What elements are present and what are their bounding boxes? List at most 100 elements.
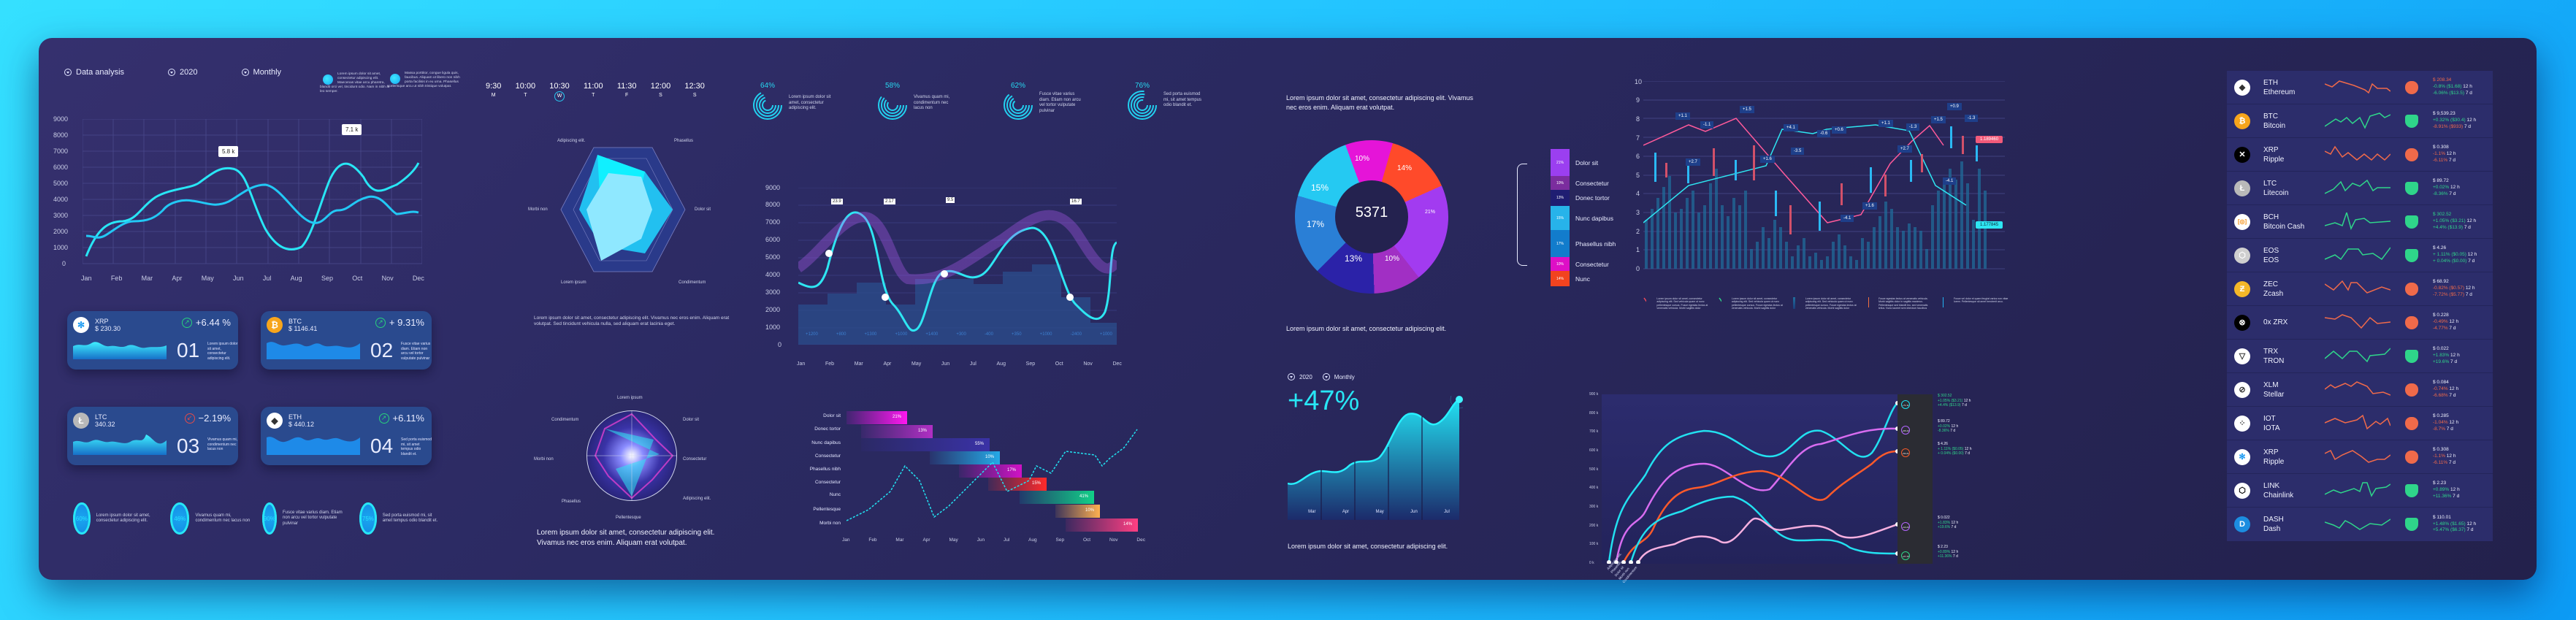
- series-dot-icon: [390, 74, 400, 84]
- annotation-badge: +1.1: [1879, 120, 1893, 127]
- zcash-icon: Ƶ: [2234, 280, 2250, 297]
- line-chart-plot: [83, 119, 422, 264]
- dash-icon: D: [2234, 516, 2250, 532]
- bump-endpoint: +65.43 $ 89.72 +0.02% 12 h -8.36% 7 d: [1901, 419, 1959, 435]
- bear-icon: [2405, 80, 2418, 94]
- coin-row-xrp-2[interactable]: ✻ XRP Ripple $ 0.308 -1.1% 12 h -6.11% 7 d: [2227, 440, 2493, 474]
- wave-deltas: +1200 +800 +1300 +1000 +1400 +300 -400 +350 +100…: [806, 332, 1112, 337]
- time-slot[interactable]: 9:30 M: [486, 82, 502, 98]
- filter-period[interactable]: Monthly: [1322, 373, 1355, 380]
- coin-row-bch[interactable]: [◎] BCH Bitcoin Cash $ 302.52 +1.05% ($3.21)…: [2227, 205, 2493, 239]
- callout-peak-1: 5.8 k: [218, 146, 239, 157]
- bump-chart: 900 k 800 k 700 k 600 k 500 k 400 k 300 …: [1543, 352, 2215, 583]
- x-axis: Jan Feb Mar Apr May Jun Jul Aug Sep Oct Nov Dec: [81, 275, 424, 282]
- gantt-bar: 17%: [959, 464, 1022, 478]
- legend-item: Lorem ipsum dolor sit amet, consectetur …: [1718, 297, 1784, 310]
- x-axis: Jan Feb Mar Apr May Jun Jul Aug Sep Oct Nov Dec: [842, 537, 1145, 543]
- stellar-icon: ⊘: [2234, 381, 2250, 398]
- coin-row-trx[interactable]: ▽ TRX TRON $ 0.022 +1.83% 12 h +19.6% 7 d: [2227, 340, 2493, 373]
- circle-radar-plot: [586, 410, 677, 501]
- bear-icon: [2405, 416, 2418, 430]
- sparkline: [2325, 518, 2390, 530]
- legend-note-1: Lorem ipsum dolor sit amet, consectetur …: [320, 72, 390, 93]
- dropdown-icon: [241, 69, 249, 76]
- growth-filters: 2020 Monthly: [1288, 373, 1355, 380]
- coin-row-iota[interactable]: ⁘ IOT IOTA $ 0.285 -1.04% 12 h -8.7% 7 d: [2227, 407, 2493, 440]
- candlestick-chart: 10 9 8 7 6 5 4 3 2 1 0 +1.1 -1.1 +2.7 +1…: [1635, 78, 2009, 310]
- orange-candle-icon: [1868, 297, 1869, 307]
- gantt-bar: 10%: [1055, 505, 1100, 518]
- bull-icon: [2405, 483, 2418, 497]
- concentric-ring-icon: [753, 91, 782, 120]
- candle-plot: [1643, 81, 2005, 269]
- annotation-badge: +2.7: [1897, 145, 1912, 153]
- legend-item: 10% Consectetur: [1551, 176, 1616, 190]
- coin-row-eos[interactable]: ⬡ EOS EOS $ 4.26 + 1.11% ($0.05) 12 h + 0.04%…: [2227, 239, 2493, 272]
- annotation-badge: +1.5: [1931, 116, 1946, 123]
- coin-list: ◆ ETH Ethereum $ 208.34 -0.8% ($1.68) 12 h -6…: [2227, 71, 2493, 544]
- annotation-badge: +0.6: [1832, 126, 1846, 134]
- coin-row-dash[interactable]: D DASH Dash $ 110.01 +1.48% ($1.65) 12 h +5.4…: [2227, 508, 2493, 541]
- time-slot[interactable]: 10:00 T: [515, 82, 536, 98]
- annotation-badge: -4.1: [1841, 215, 1854, 222]
- gantt-bar: 13%: [861, 425, 933, 438]
- filter-period[interactable]: Monthly: [241, 68, 281, 77]
- bitcoin-icon: ₿: [267, 317, 283, 333]
- legend-item: 17% Phasellus nibh: [1551, 230, 1616, 257]
- coin-card-eth[interactable]: ◆ ETH $ 440.12 ↗ +6.11% 04 Sed porta euism…: [261, 407, 432, 465]
- bear-icon: [2405, 282, 2418, 296]
- stat-ring-2: 58% Vivamus quam mi, condimentum nec lac…: [877, 82, 958, 124]
- coin-row-zrx[interactable]: ⊗ 0x ZRX $ 0.228 -0.49% 12 h -4.77% 7 d: [2227, 306, 2493, 340]
- coin-row-ltc[interactable]: Ł LTC Litecoin $ 89.72 +0.02% 12 h -8.36% 7 d: [2227, 172, 2493, 205]
- coin-row-zec[interactable]: Ƶ ZEC Zcash $ 68.92 -0.82% ($0.57) 12 h -7.72…: [2227, 272, 2493, 306]
- coin-row-link[interactable]: ⬡ LINK Chainlink $ 2.23 +0.89% 12 h +11.36% 7…: [2227, 474, 2493, 508]
- coin-card-xrp[interactable]: ✻ XRP $ 230.30 ↗ +6.44 % 01 Lorem ipsum do…: [67, 311, 238, 370]
- bitcoin-cash-icon: [◎]: [2234, 213, 2250, 230]
- annotation-badge: -3.5: [1791, 148, 1805, 155]
- legend-item: 13% Donec tortor: [1551, 190, 1616, 206]
- time-slot[interactable]: 12:00 S: [650, 82, 671, 98]
- bump-endpoint: +71.11 $ 302.52 +1.05% ($3.21) 12 h +4.4% (…: [1901, 394, 1971, 409]
- sparkline: [2325, 112, 2390, 129]
- annotation-badge: -1.1: [1700, 121, 1714, 129]
- time-slot-selected[interactable]: 10:30 W: [549, 82, 570, 102]
- green-check-icon: [1718, 297, 1721, 303]
- time-slot[interactable]: 12:30 S: [684, 82, 705, 98]
- gantt-bar: 10%: [930, 451, 1000, 464]
- legend-item: Lorem ipsum dolor sit amet, consectetur …: [1643, 297, 1709, 310]
- bump-side-panel: [1897, 394, 1933, 564]
- stat-ring-3: 62% Fusce vitae varius diam. Etiam non a…: [1003, 82, 1085, 124]
- coin-row-btc[interactable]: ₿ BTC Bitcoin $ 9,539.23 +0.32% ($30.4) 12 h…: [2227, 104, 2493, 138]
- hex-radar-caption: Lorem ipsum dolor sit amet, consectetur …: [534, 315, 730, 327]
- wave-callout: 9.5: [946, 197, 955, 203]
- bull-icon: [2405, 114, 2418, 128]
- coin-row-xlm[interactable]: ⊘ XLM Stellar $ 0.084 -0.74% 12 h -6.68% 7 d: [2227, 373, 2493, 407]
- xrp-icon: ✻: [2234, 448, 2250, 465]
- concentric-ring-icon: [878, 91, 907, 120]
- wave-callout: 16.7: [1070, 199, 1082, 204]
- donut-intro: Lorem ipsum dolor sit amet, consectetur …: [1286, 94, 1473, 111]
- filter-bar: Data analysis 2020 Monthly: [64, 68, 281, 77]
- filter-year[interactable]: 2020: [168, 68, 198, 77]
- bump-endpoint: +27.15 $ 2.23 +0.89% 12 h +11.36% 7 d: [1901, 545, 1959, 560]
- filter-year[interactable]: 2020: [1288, 373, 1312, 380]
- circle-radar-chart: Lorem ipsum Dolor sit Consectetur Adipis…: [534, 396, 711, 520]
- coin-row-xrp[interactable]: ✕ XRP Ripple $ 0.308 -1.1% 12 h -6.11% 7 d: [2227, 138, 2493, 172]
- time-slot[interactable]: 11:30 F: [616, 82, 637, 98]
- annotation-badge: -4.1: [1943, 177, 1957, 185]
- coin-row-eth[interactable]: ◆ ETH Ethereum $ 208.34 -0.8% ($1.68) 12 h -6…: [2227, 71, 2493, 104]
- coin-card-ltc[interactable]: Ł LTC 340.32 ↙ −2.19% 03 Vivamus quam mi, …: [67, 407, 238, 465]
- sparkline-area: [73, 342, 167, 359]
- legend-item: Lorem ipsum dolor sit amet, consectetur …: [1793, 297, 1859, 310]
- stat-ring-1: 64% Lorem ipsum dolor sit amet, consecte…: [752, 82, 840, 124]
- time-slot[interactable]: 11:00 T: [583, 82, 603, 98]
- wave-chart-plot: [798, 188, 1117, 345]
- filter-data-analysis[interactable]: Data analysis: [64, 68, 124, 77]
- annotation-badge: +2.7: [1686, 158, 1700, 166]
- xrp-icon: ✻: [73, 317, 89, 333]
- coin-card-btc[interactable]: ₿ BTC $ 1146.41 ↗ + 9.31% 02 Fusce vitae v…: [261, 311, 432, 370]
- sparkline: [2325, 179, 2390, 194]
- ethereum-icon: ◆: [2234, 79, 2250, 96]
- bear-icon: [2405, 148, 2418, 161]
- sparkline-area: [267, 437, 360, 455]
